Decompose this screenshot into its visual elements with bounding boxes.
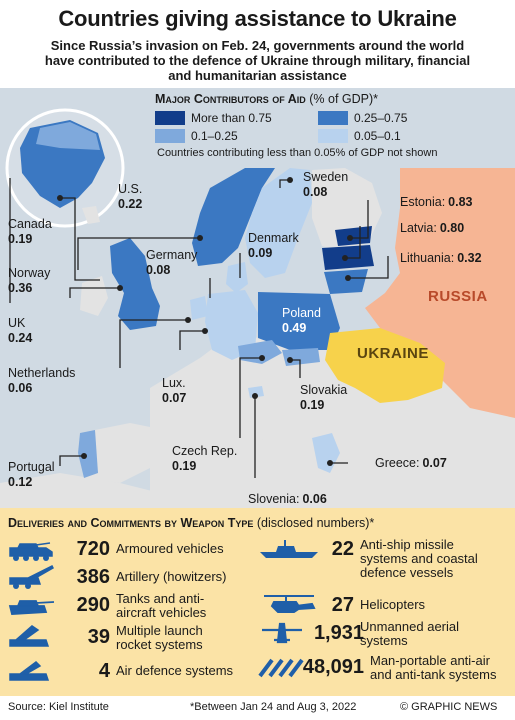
africa-land [0, 473, 160, 508]
netherlands-region [190, 296, 208, 320]
legend-swatch [155, 129, 185, 143]
estonia-region [335, 226, 372, 246]
legend-swatch [318, 111, 348, 125]
germany-region [205, 290, 258, 360]
date-note: *Between Jan 24 and Aug 3, 2022 [190, 701, 357, 713]
tank-icon [8, 600, 55, 615]
page-title: Countries giving assistance to Ukraine [58, 6, 457, 31]
map-graphic [0, 88, 515, 508]
ukraine-label: UKRAINE [357, 345, 429, 362]
country-label-estonia: Estonia: 0.83 [400, 195, 473, 209]
country-label-poland: Poland 0.49 [282, 306, 321, 335]
armoured-vehicle-icon [9, 542, 53, 561]
weapon-item-tanks: 290 Tanks and anti- aircraft vehicles [6, 592, 256, 620]
weapon-item-armoured: 720 Armoured vehicles [6, 536, 256, 564]
footer: Source: Kiel Institute *Between Jan 24 a… [0, 696, 515, 720]
country-label-greece: Greece: 0.07 [375, 456, 447, 470]
weapon-item-anti-ship: 22 Anti-ship missile systems and coastal… [258, 536, 508, 580]
legend-note: Countries contributing less than 0.05% o… [157, 147, 438, 159]
country-label-uk: UK 0.24 [8, 316, 33, 345]
uk-region [110, 238, 160, 330]
legend-item-high: More than 0.75 [155, 111, 315, 127]
ireland-land [80, 276, 108, 316]
globe-inset [5, 108, 125, 228]
country-label-lithuania: Lithuania: 0.32 [400, 251, 482, 265]
missiles-icon [258, 658, 304, 678]
rocket-launcher-icon [9, 625, 50, 647]
country-label-denmark: Denmark 0.09 [248, 231, 299, 260]
credit: © GRAPHIC NEWS [400, 701, 498, 713]
norway-region [192, 168, 275, 266]
country-label-canada: Canada 0.19 [8, 217, 52, 246]
country-label-us: U.S. 0.22 [118, 182, 143, 211]
legend-item-mid: 0.25–0.75 [318, 111, 488, 127]
ukraine-region [325, 328, 445, 403]
legend-title: Major Contributors of Aid (% of GDP)* [155, 92, 379, 106]
weapon-item-manpads: 48,091 Man-portable anti-air and anti-ta… [258, 654, 508, 682]
denmark-region [226, 262, 248, 293]
portugal-region [78, 430, 98, 478]
leader-lines [9, 178, 389, 478]
page-subtitle: Since Russia’s invasion on Feb. 24, gove… [44, 38, 471, 83]
russia-region [365, 168, 515, 418]
legend-item-low: 0.1–0.25 [155, 129, 315, 145]
country-label-slovenia: Slovenia: 0.06 [248, 492, 327, 506]
legend-swatch [318, 129, 348, 143]
country-label-portugal: Portugal 0.12 [8, 460, 55, 489]
slovenia-region [248, 386, 264, 398]
country-label-luxembourg: Lux. 0.07 [162, 376, 187, 405]
country-label-czech: Czech Rep. 0.19 [172, 444, 238, 473]
weapon-item-uav: 1,931 Unmanned aerial systems [258, 620, 508, 648]
sweden-region [245, 168, 312, 278]
country-label-germany: Germany 0.08 [146, 248, 198, 277]
legend: Major Contributors of Aid (% of GDP)* [155, 92, 495, 106]
helicopter-icon [264, 595, 316, 613]
europe-map: U.S. 0.22 Canada 0.19 Norway 0.36 UK 0.24 Ne… [0, 88, 515, 508]
lithuania-region [324, 269, 368, 294]
country-label-sweden: Sweden 0.08 [303, 170, 349, 199]
air-defence-icon [9, 661, 50, 681]
italy-land [238, 388, 292, 460]
warship-icon [260, 540, 318, 558]
legend-item-lowest: 0.05–0.1 [318, 129, 488, 145]
leader-dots [57, 177, 353, 466]
russia-label: RUSSIA [428, 288, 488, 305]
drone-icon [262, 622, 302, 644]
country-label-netherlands: Netherlands 0.06 [8, 366, 76, 395]
legend-swatch [155, 111, 185, 125]
country-label-slovakia: Slovakia 0.19 [300, 383, 348, 412]
poland-region [258, 292, 340, 350]
weapon-item-helicopters: 27 Helicopters [258, 592, 508, 620]
weapons-panel: Deliveries and Commitments by Weapon Typ… [0, 508, 515, 696]
howitzer-icon [9, 564, 54, 589]
weapon-item-artillery: 386 Artillery (howitzers) [6, 564, 256, 592]
weapons-title: Deliveries and Commitments by Weapon Typ… [8, 516, 375, 530]
weapon-item-air-defence: 4 Air defence systems [6, 658, 256, 686]
country-label-norway: Norway 0.36 [8, 266, 51, 295]
weapon-item-rockets: 39 Multiple launch rocket systems [6, 624, 256, 652]
source-note: Source: Kiel Institute [8, 701, 109, 713]
country-label-latvia: Latvia: 0.80 [400, 221, 465, 235]
